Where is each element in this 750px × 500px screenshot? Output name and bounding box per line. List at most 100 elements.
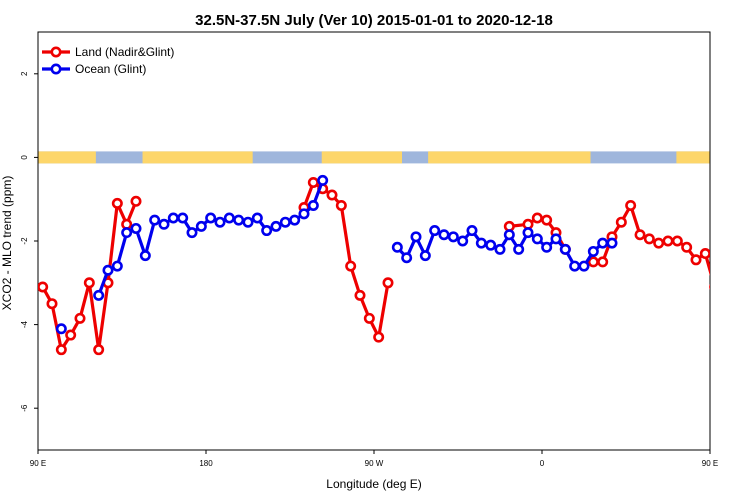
strip-land-segment bbox=[321, 151, 402, 164]
data-point bbox=[177, 212, 189, 224]
y-tick-label: 0 bbox=[20, 155, 29, 160]
data-point bbox=[270, 220, 282, 232]
data-point bbox=[522, 227, 534, 239]
data-point bbox=[251, 212, 263, 224]
data-point bbox=[233, 214, 245, 226]
data-point bbox=[690, 254, 702, 266]
data-point bbox=[354, 289, 366, 301]
data-point bbox=[205, 212, 217, 224]
data-point bbox=[729, 345, 737, 353]
series-ocean-glint bbox=[55, 174, 737, 335]
data-point bbox=[550, 233, 562, 245]
data-point bbox=[317, 174, 329, 186]
series-line bbox=[302, 180, 390, 339]
data-point bbox=[74, 312, 86, 324]
data-point bbox=[606, 237, 618, 249]
x-tick-label: 90 E bbox=[30, 459, 46, 468]
data-point bbox=[307, 199, 319, 211]
data-point bbox=[93, 289, 105, 301]
legend-marker-ocean bbox=[50, 63, 62, 75]
data-point bbox=[289, 214, 301, 226]
data-point bbox=[46, 298, 58, 310]
strip-land-segment bbox=[676, 151, 710, 164]
data-point bbox=[242, 216, 254, 228]
x-axis: 90 E 180 90 W 0 90 E bbox=[30, 450, 718, 468]
data-point bbox=[83, 277, 95, 289]
data-point bbox=[38, 281, 49, 293]
data-point bbox=[485, 239, 497, 251]
data-point bbox=[279, 216, 291, 228]
data-point bbox=[720, 300, 728, 308]
data-point bbox=[307, 176, 319, 188]
data-point bbox=[149, 214, 161, 226]
x-tick-label: 180 bbox=[199, 459, 213, 468]
data-point bbox=[597, 256, 609, 268]
data-point bbox=[121, 227, 133, 239]
data-point bbox=[167, 212, 179, 224]
data-point bbox=[541, 214, 553, 226]
data-point bbox=[363, 312, 375, 324]
data-point bbox=[130, 222, 142, 234]
y-tick-label: -4 bbox=[20, 320, 29, 328]
data-point bbox=[653, 237, 665, 249]
data-point bbox=[531, 233, 543, 245]
data-point bbox=[298, 208, 310, 220]
data-point bbox=[326, 189, 338, 201]
strip-land-segment bbox=[428, 151, 591, 164]
y-tick-label: -6 bbox=[20, 404, 29, 412]
data-point bbox=[457, 235, 469, 247]
data-point bbox=[111, 197, 123, 209]
data-point bbox=[503, 229, 515, 241]
data-point bbox=[55, 344, 67, 356]
series-land-nadir-glint bbox=[38, 176, 746, 356]
data-point bbox=[55, 323, 67, 335]
data-point bbox=[429, 225, 441, 237]
data-point bbox=[738, 331, 746, 339]
data-point bbox=[494, 243, 506, 255]
data-point bbox=[699, 248, 710, 260]
data-point bbox=[513, 243, 525, 255]
legend-label-ocean: Ocean (Glint) bbox=[75, 62, 146, 76]
data-point bbox=[130, 195, 142, 207]
land-ocean-strip bbox=[38, 151, 710, 164]
y-tick-label: 2 bbox=[20, 71, 29, 76]
data-point bbox=[373, 331, 385, 343]
data-point bbox=[466, 225, 478, 237]
data-point bbox=[643, 233, 655, 245]
y-axis: 2 0 -2 -4 -6 bbox=[20, 71, 38, 412]
y-axis-label: XCO2 - MLO trend (ppm) bbox=[0, 176, 14, 311]
data-point bbox=[578, 260, 590, 272]
strip-land-segment bbox=[38, 151, 96, 164]
x-axis-label: Longitude (deg E) bbox=[326, 477, 421, 491]
data-point bbox=[447, 231, 459, 243]
data-point bbox=[709, 284, 710, 290]
data-point bbox=[662, 235, 674, 247]
data-point bbox=[382, 277, 394, 289]
data-point bbox=[634, 229, 646, 241]
data-point bbox=[111, 260, 123, 272]
series-group bbox=[38, 174, 746, 356]
x-tick-label: 0 bbox=[540, 459, 545, 468]
data-point bbox=[195, 220, 207, 232]
data-point bbox=[223, 212, 235, 224]
data-point bbox=[158, 218, 170, 230]
data-point bbox=[65, 329, 77, 341]
data-point bbox=[410, 231, 422, 243]
data-point bbox=[475, 237, 487, 249]
data-point bbox=[625, 199, 637, 211]
data-point bbox=[93, 344, 105, 356]
data-point bbox=[671, 235, 683, 247]
chart-title: 32.5N-37.5N July (Ver 10) 2015-01-01 to … bbox=[195, 12, 553, 29]
legend-label-land: Land (Nadir&Glint) bbox=[75, 45, 174, 59]
data-point bbox=[438, 229, 450, 241]
data-point bbox=[531, 212, 543, 224]
data-point bbox=[569, 260, 581, 272]
y-tick-label: -2 bbox=[20, 237, 29, 245]
data-point bbox=[681, 241, 693, 253]
data-point bbox=[391, 241, 403, 253]
data-point bbox=[345, 260, 357, 272]
data-point bbox=[597, 237, 609, 249]
legend-marker-land bbox=[50, 46, 62, 58]
data-point bbox=[102, 264, 114, 276]
data-point bbox=[729, 325, 737, 333]
